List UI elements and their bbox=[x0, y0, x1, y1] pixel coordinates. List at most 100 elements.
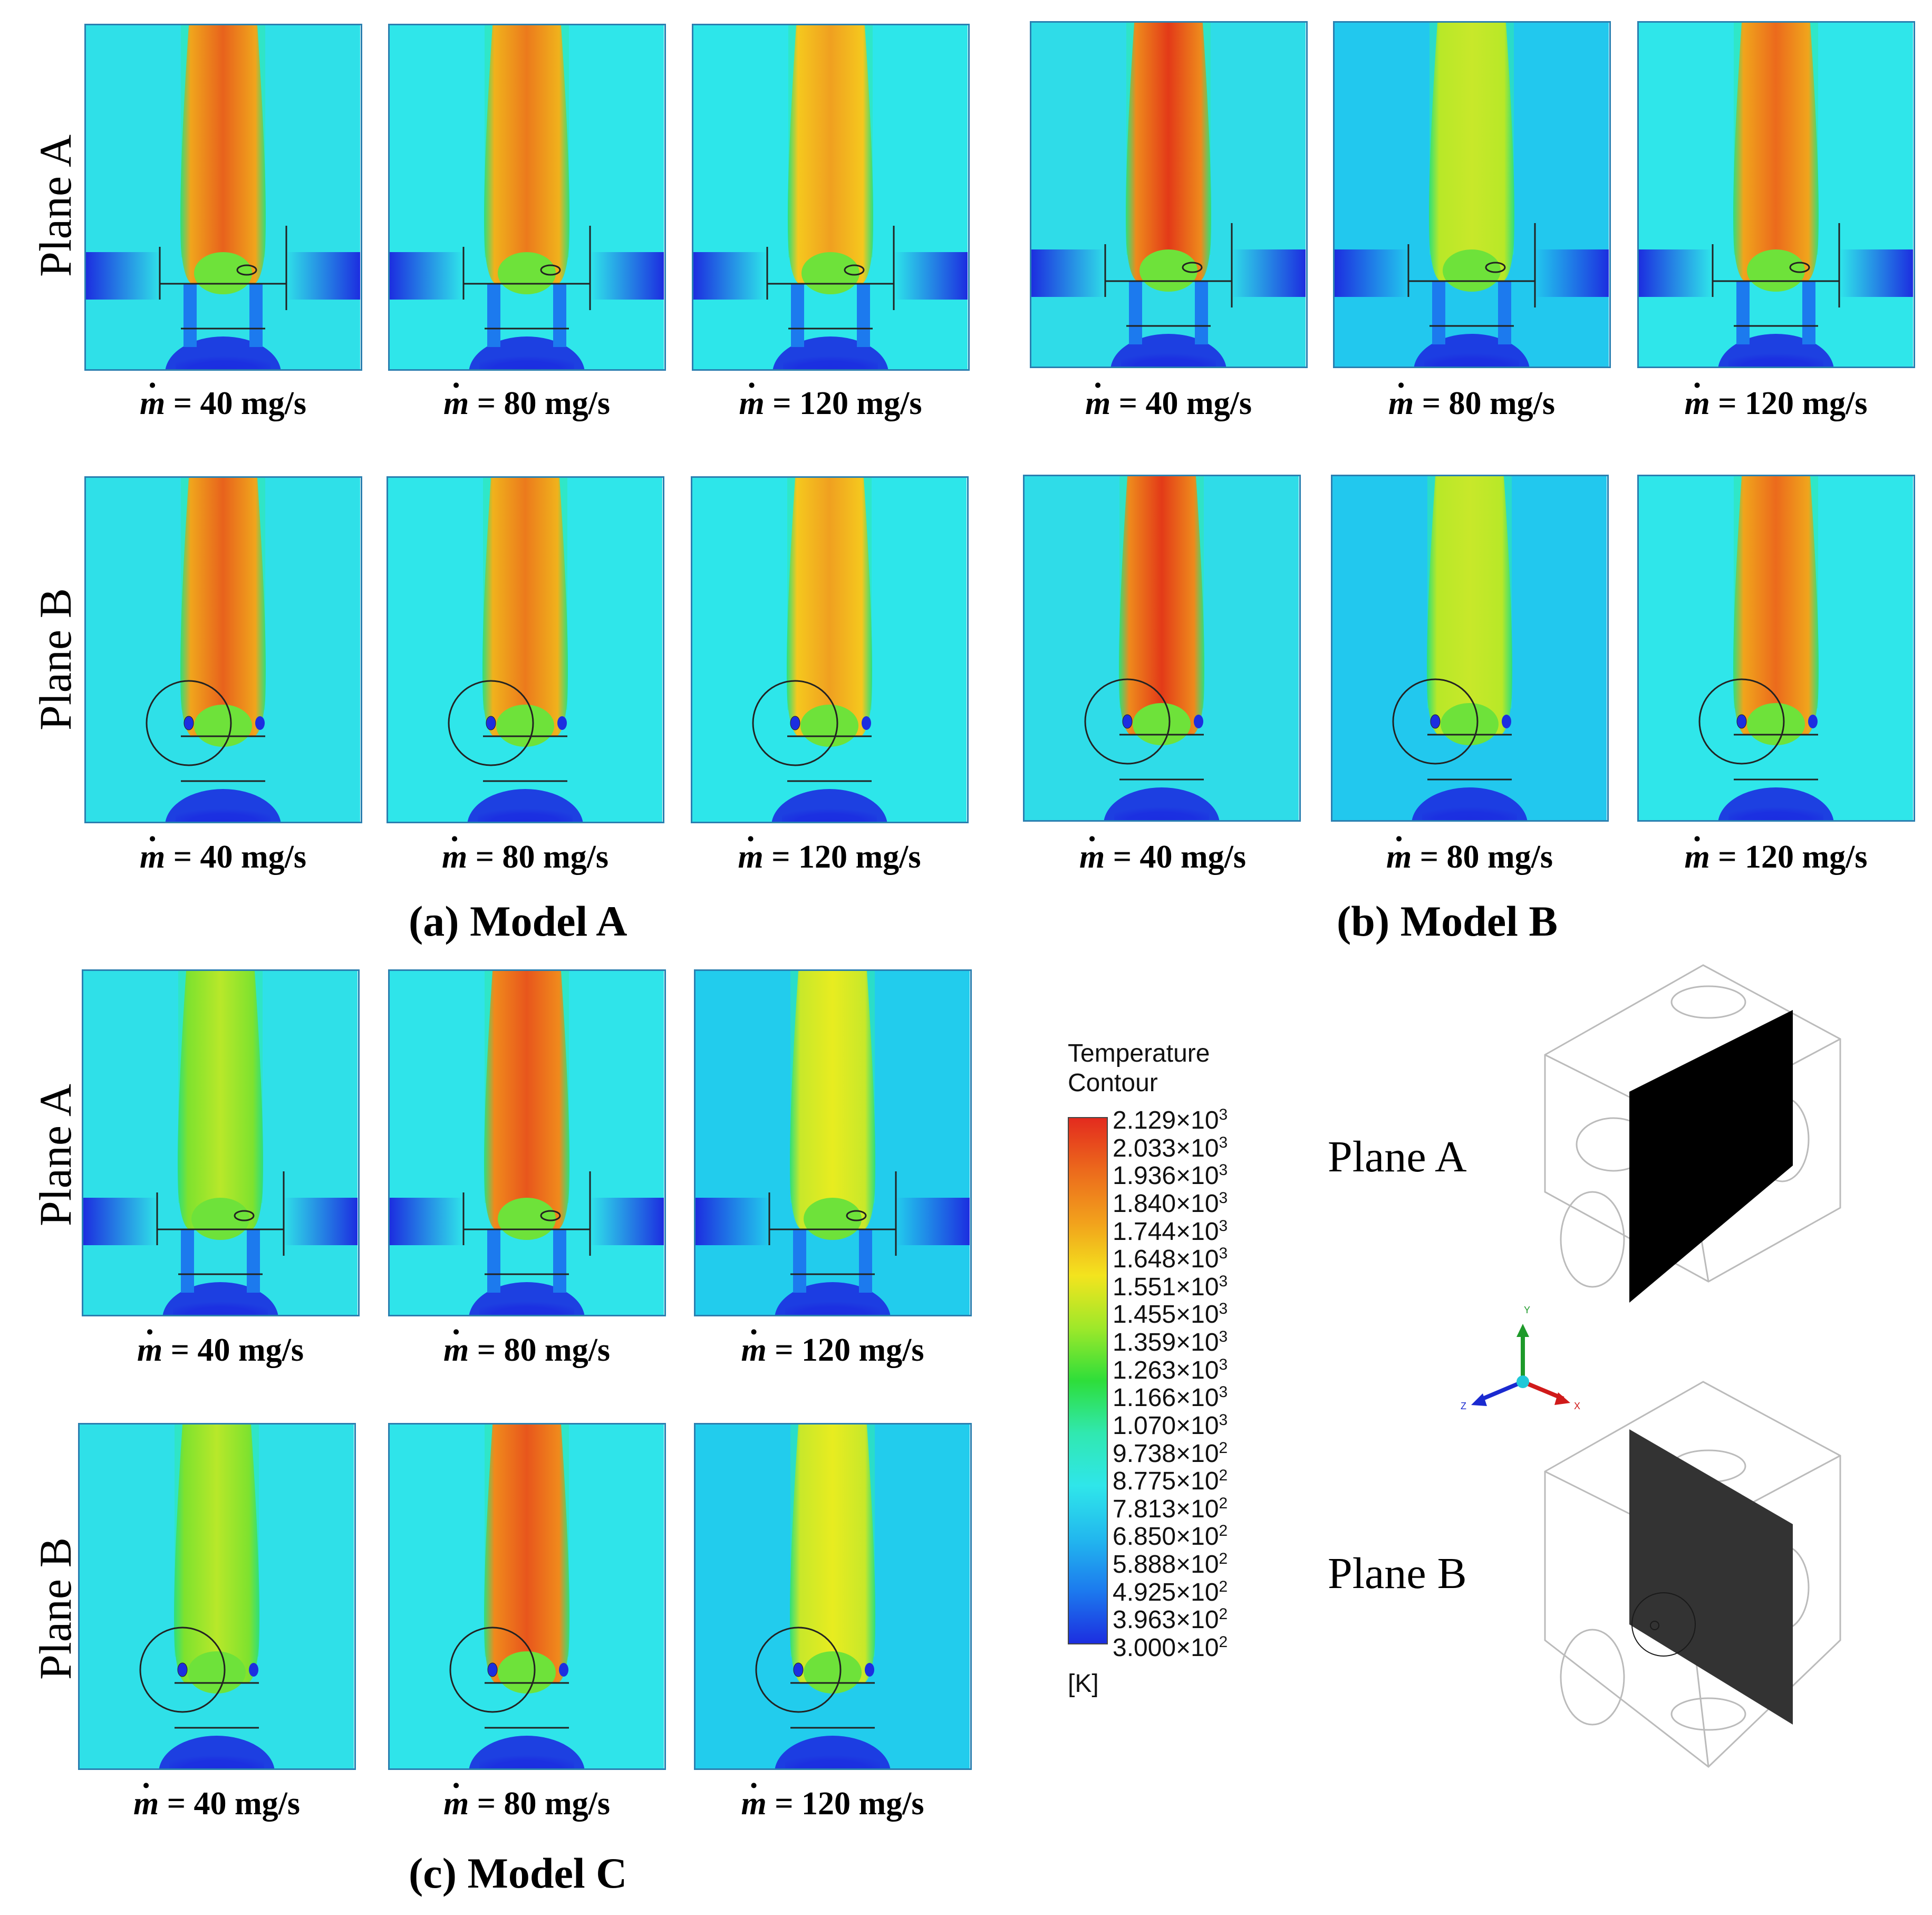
side-inlet-left bbox=[693, 252, 767, 300]
geometry-outline bbox=[1712, 223, 1840, 327]
legend-title-line2: Contour bbox=[1068, 1069, 1158, 1097]
flame-plume bbox=[482, 478, 568, 736]
flame-root bbox=[804, 1651, 862, 1693]
flame-root bbox=[194, 252, 252, 294]
inlet-channel-left bbox=[487, 1229, 500, 1293]
flame-root bbox=[1747, 703, 1805, 745]
geometry-outline bbox=[1392, 678, 1512, 781]
flame-plume bbox=[180, 25, 266, 284]
side-inlet-left bbox=[695, 1198, 769, 1245]
flame-plume bbox=[1733, 476, 1819, 735]
flame-plume bbox=[180, 478, 266, 736]
flame-root bbox=[498, 1651, 556, 1693]
flow-rate-caption: m = 40 mg/s bbox=[1031, 385, 1306, 422]
plane-b-inlet-marks bbox=[1631, 1592, 1696, 1657]
side-inlet-right bbox=[590, 1198, 664, 1245]
inlet-channel-left bbox=[1432, 281, 1445, 344]
flow-rate-caption: m = 120 mg/s bbox=[693, 385, 968, 422]
flame-root bbox=[498, 1198, 556, 1240]
flame-root bbox=[801, 252, 859, 294]
plane-b-label: Plane B bbox=[1328, 1549, 1467, 1598]
legend-title-line1: Temperature bbox=[1068, 1040, 1210, 1067]
flow-rate-caption: m = 80 mg/s bbox=[390, 385, 664, 422]
inlet-channel-right bbox=[553, 1229, 566, 1293]
flame-plume bbox=[1733, 23, 1819, 281]
row-label-model-a-plane-b: Plane B bbox=[30, 588, 81, 730]
flame-plume bbox=[1126, 23, 1211, 281]
geometry-outline bbox=[139, 1627, 259, 1729]
contour-panel bbox=[1637, 475, 1915, 822]
flame-root bbox=[1747, 249, 1805, 292]
inlet-channel-left bbox=[793, 1229, 806, 1293]
flame-plume bbox=[790, 971, 875, 1229]
row-label-model-a-plane-a: Plane A bbox=[30, 134, 81, 277]
side-inlet-right bbox=[1232, 249, 1306, 297]
legend-tick-label: 3.000×102 bbox=[1113, 1633, 1228, 1662]
geometry-outline bbox=[768, 1171, 897, 1275]
geometry-outline bbox=[462, 1171, 591, 1275]
legend-tick-label: 3.963×102 bbox=[1113, 1605, 1228, 1634]
bottom-inlet-core bbox=[469, 1736, 585, 1768]
contour-panel bbox=[694, 1423, 972, 1770]
inlet-channel-left bbox=[791, 284, 804, 347]
inlet-channel-left bbox=[181, 1229, 194, 1293]
geometry-outline bbox=[1084, 678, 1204, 781]
side-inlet-left bbox=[390, 252, 463, 300]
flame-root bbox=[1133, 703, 1191, 745]
geometry-outline bbox=[755, 1627, 875, 1729]
side-inlet-left bbox=[1031, 249, 1105, 297]
contour-panel bbox=[1023, 475, 1301, 822]
legend-tick-label: 6.850×102 bbox=[1113, 1522, 1228, 1551]
legend-tick-label: 2.129×103 bbox=[1113, 1106, 1228, 1134]
inlet-channel-left bbox=[487, 284, 500, 347]
side-inlet-right bbox=[284, 1198, 358, 1245]
bottom-inlet-core bbox=[159, 1736, 275, 1768]
geometry-outline bbox=[462, 226, 591, 330]
flame-root bbox=[188, 1651, 246, 1693]
plane-a-label: Plane A bbox=[1328, 1132, 1467, 1181]
contour-panel bbox=[694, 969, 972, 1316]
flame-plume bbox=[484, 1425, 569, 1683]
side-inlet-right bbox=[1839, 249, 1913, 297]
legend-tick-label: 1.840×103 bbox=[1113, 1189, 1228, 1218]
flow-rate-caption: m = 80 mg/s bbox=[390, 1785, 664, 1823]
flow-rate-caption: m = 80 mg/s bbox=[1335, 385, 1609, 422]
legend-tick-label: 1.648×103 bbox=[1113, 1245, 1228, 1274]
contour-panel bbox=[1331, 475, 1609, 822]
flame-root bbox=[191, 1198, 249, 1240]
contour-panel bbox=[1333, 21, 1611, 368]
flame-root bbox=[1441, 703, 1499, 745]
flame-plume bbox=[788, 25, 873, 284]
flow-rate-caption: m = 120 mg/s bbox=[695, 1332, 970, 1369]
flow-rate-caption: m = 80 mg/s bbox=[390, 1332, 664, 1369]
flow-rate-caption: m = 40 mg/s bbox=[86, 839, 360, 876]
flame-root bbox=[194, 705, 252, 747]
axis-x-label: X bbox=[1574, 1401, 1580, 1411]
geometry-outline bbox=[159, 226, 287, 330]
contour-panel bbox=[1030, 21, 1308, 368]
row-label-model-c-plane-a: Plane A bbox=[30, 1084, 81, 1226]
geometry-outline bbox=[156, 1171, 285, 1275]
flow-rate-caption: m = 80 mg/s bbox=[1332, 839, 1607, 876]
side-inlet-left bbox=[86, 252, 160, 300]
geometry-outline bbox=[146, 680, 265, 782]
inlet-channel-right bbox=[859, 1229, 872, 1293]
contour-panel bbox=[388, 1423, 666, 1770]
axis-y-label: Y bbox=[1524, 1305, 1530, 1315]
legend-unit: [K] bbox=[1068, 1670, 1099, 1698]
bottom-inlet-core bbox=[1412, 787, 1528, 820]
flow-rate-caption: m = 120 mg/s bbox=[695, 1785, 970, 1823]
contour-panel bbox=[387, 476, 664, 823]
flow-rate-caption: m = 120 mg/s bbox=[692, 839, 967, 876]
legend-tick-label: 4.925×102 bbox=[1113, 1577, 1228, 1606]
plane-a-shape bbox=[1629, 1010, 1793, 1303]
legend-title: Temperature Contour bbox=[1068, 1039, 1210, 1098]
axis-z-label: Z bbox=[1461, 1401, 1466, 1411]
flame-plume bbox=[178, 971, 263, 1229]
flame-plume bbox=[484, 25, 569, 284]
flame-plume bbox=[1427, 476, 1512, 735]
flow-rate-caption: m = 120 mg/s bbox=[1639, 839, 1913, 876]
flow-rate-caption: m = 120 mg/s bbox=[1639, 385, 1913, 422]
side-inlet-right bbox=[286, 252, 360, 300]
bottom-inlet-core bbox=[1718, 787, 1834, 820]
